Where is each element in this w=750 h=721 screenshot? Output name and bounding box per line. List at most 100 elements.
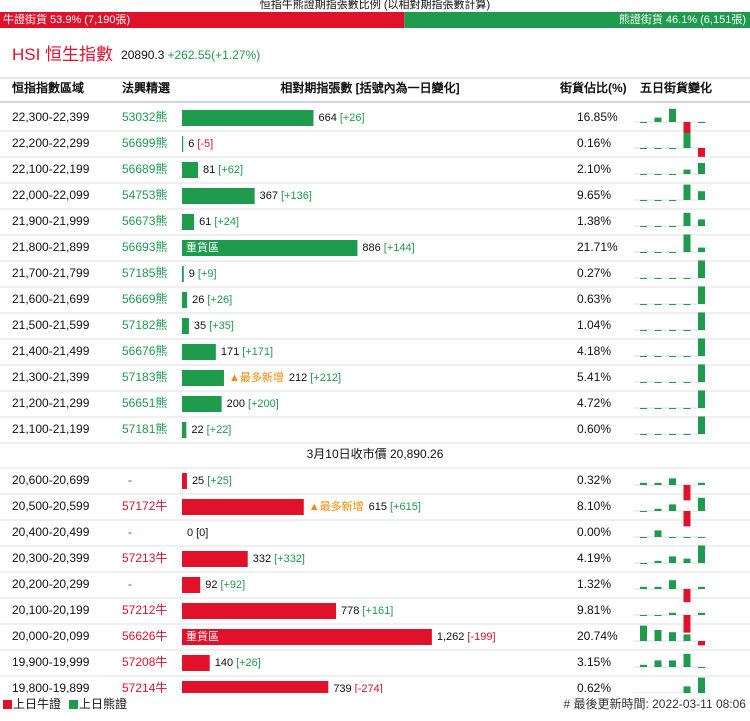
range: 21,500-21,599	[12, 318, 90, 332]
code[interactable]: 57181熊	[122, 421, 167, 436]
spark-bar	[640, 122, 647, 123]
spark-bar	[698, 364, 705, 382]
range: 21,200-21,299	[12, 396, 90, 410]
spark-bar	[640, 200, 647, 201]
spark-bar	[669, 434, 676, 435]
spark-bar	[640, 356, 647, 357]
range: 19,800-19,899	[12, 681, 90, 695]
count: 367	[260, 190, 278, 202]
spark-bar	[698, 338, 705, 356]
range: 21,300-21,399	[12, 370, 90, 384]
code[interactable]: 57183熊	[122, 369, 167, 384]
spark-bar	[640, 330, 647, 331]
change: [+62]	[218, 164, 243, 176]
code[interactable]: 56673熊	[122, 213, 167, 228]
new-tag: ▲最多新增	[309, 499, 364, 513]
spark-bar	[698, 390, 705, 408]
spark-bar	[654, 660, 662, 667]
code[interactable]: 57212牛	[122, 602, 167, 617]
count-bar	[182, 629, 432, 645]
code[interactable]: 56669熊	[122, 291, 167, 306]
index-line: HSI 恒生指數 20890.3 +262.55(+1.27%)	[12, 45, 260, 64]
change: [+26]	[236, 657, 261, 669]
range: 20,300-20,399	[12, 551, 90, 565]
spark-bar	[669, 304, 676, 305]
table: 恒指指數區域 法興精選 相對期指張數 [括號內為一日變化] 街貨佔比(%) 五日街貨變化…	[0, 77, 750, 695]
range: 21,400-21,499	[12, 344, 90, 358]
code[interactable]: 56651熊	[122, 395, 167, 410]
count: 6	[188, 138, 194, 150]
spark-bar	[698, 586, 705, 589]
share: 0.32%	[577, 473, 611, 487]
count-text: 0 [0]	[187, 527, 208, 539]
code[interactable]: 56626牛	[122, 628, 167, 643]
count: 200	[227, 398, 245, 410]
count: 81	[203, 164, 215, 176]
spark-bar	[640, 511, 647, 512]
spark-bar	[669, 504, 676, 511]
spark-bar	[683, 234, 691, 252]
change: [+161]	[362, 605, 393, 617]
range: 19,900-19,999	[12, 655, 90, 669]
count-bar	[182, 473, 187, 489]
code[interactable]: 57208牛	[122, 654, 167, 669]
count-bar	[182, 110, 314, 126]
spark-bar	[669, 148, 676, 149]
spark-bar	[698, 148, 705, 157]
spark-bar	[683, 615, 691, 633]
code[interactable]: 56693熊	[122, 239, 167, 254]
count-text: 739 [-274]	[333, 683, 383, 695]
spark-bar	[669, 174, 676, 175]
spark-bar	[640, 174, 647, 175]
code: -	[128, 525, 132, 539]
range: 21,100-21,199	[12, 422, 90, 436]
count: 26	[192, 294, 204, 306]
code[interactable]: 57185熊	[122, 265, 167, 280]
share: 1.32%	[577, 577, 611, 591]
count-text: 81 [+62]	[203, 164, 243, 176]
spark-bar	[654, 630, 662, 641]
change: [+144]	[384, 242, 415, 254]
spark-bar	[683, 122, 691, 133]
share: 5.41%	[577, 370, 611, 384]
spark-bar	[683, 382, 691, 383]
count-text: 778 [+161]	[341, 605, 393, 617]
code[interactable]: 53032熊	[122, 109, 167, 124]
spark-bar	[683, 686, 691, 693]
spark-bar	[698, 677, 705, 693]
count-text: 92 [+92]	[205, 579, 245, 591]
change: [+26]	[207, 294, 232, 306]
new-tag: ▲最多新增	[229, 370, 284, 384]
code[interactable]: 57182熊	[122, 317, 167, 332]
spark-bar	[654, 615, 662, 616]
count-bar	[182, 499, 304, 515]
count-bar	[182, 370, 224, 386]
code[interactable]: 57214牛	[122, 680, 167, 695]
spark-bar	[640, 408, 647, 409]
legend-label: 上日熊證	[79, 696, 127, 711]
code[interactable]: 57172牛	[122, 498, 167, 513]
range: 22,300-22,399	[12, 110, 90, 124]
count-text: 367 [+136]	[260, 190, 312, 202]
code[interactable]: 54753熊	[122, 187, 167, 202]
code[interactable]: 57213牛	[122, 550, 167, 565]
range: 20,000-20,099	[12, 629, 90, 643]
column-header: 法興精選	[122, 80, 170, 95]
spark-bar	[669, 226, 676, 227]
spark-bar	[669, 108, 676, 122]
spark-bar	[683, 169, 691, 174]
close-price: 3月10日收市價 20,890.26	[307, 446, 444, 461]
spark-bar	[654, 382, 662, 383]
spark-bar	[669, 537, 676, 538]
spark-bar	[654, 530, 662, 537]
count-bar	[182, 136, 184, 152]
spark-bar	[698, 667, 705, 668]
code[interactable]: 56676熊	[122, 343, 167, 358]
count: 664	[318, 112, 336, 124]
spark-bar	[654, 278, 662, 279]
spark-bar	[683, 184, 691, 200]
code[interactable]: 56689熊	[122, 161, 167, 176]
spark-bar	[640, 226, 647, 227]
code[interactable]: 56699熊	[122, 135, 167, 150]
